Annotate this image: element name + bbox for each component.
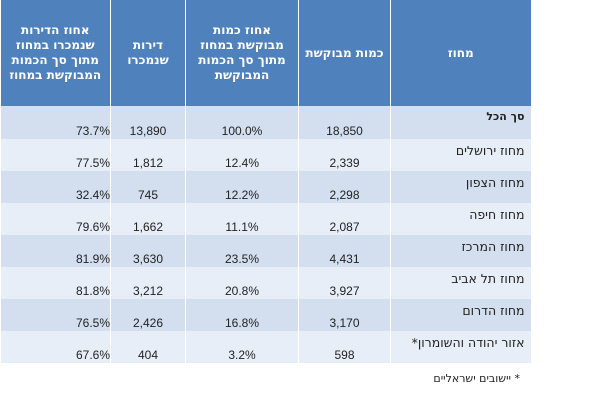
row-sold-pct: 81.8%: [0, 267, 111, 299]
row-sold-pct: 76.5%: [0, 299, 111, 331]
row-requested-pct: 23.5%: [185, 235, 299, 267]
row-sold-pct: 32.4%: [0, 171, 111, 203]
row-sold: 3,212: [110, 267, 186, 299]
row-region: סך הכל: [390, 106, 531, 139]
row-sold: 3,630: [110, 235, 186, 267]
row-sold: 745: [110, 171, 186, 203]
table-row: מחוז המרכז 4,431 23.5% 3,630 81.9%: [0, 235, 531, 267]
row-requested-pct: 12.2%: [185, 171, 299, 203]
header-requested-pct: אחוז כמות מבוקשת במחוז מתוך סך הכמות המב…: [185, 0, 299, 106]
row-region: מחוז הדרום: [390, 299, 531, 331]
row-requested-pct: 11.1%: [185, 203, 299, 235]
header-sold: דירות שנמכרו: [110, 0, 186, 106]
row-region: אזור יהודה והשומרון*: [390, 331, 531, 363]
row-sold-pct: 77.5%: [0, 139, 111, 171]
row-requested: 2,298: [298, 171, 391, 203]
row-requested-pct: 100.0%: [185, 106, 299, 139]
table-row: מחוז הצפון 2,298 12.2% 745 32.4%: [0, 171, 531, 203]
row-requested: 4,431: [298, 235, 391, 267]
row-requested-pct: 12.4%: [185, 139, 299, 171]
table-row-total: סך הכל 18,850 100.0% 13,890 73.7%: [0, 106, 531, 139]
row-sold: 1,662: [110, 203, 186, 235]
row-requested: 2,087: [298, 203, 391, 235]
table-row: מחוז תל אביב 3,927 20.8% 3,212 81.8%: [0, 267, 531, 299]
row-region: מחוז חיפה: [390, 203, 531, 235]
table-header-row: מחוז כמות מבוקשת אחוז כמות מבוקשת במחוז …: [0, 0, 531, 106]
row-requested: 598: [298, 331, 391, 363]
row-region: מחוז המרכז: [390, 235, 531, 267]
row-sold: 13,890: [110, 106, 186, 139]
row-sold-pct: 79.6%: [0, 203, 111, 235]
row-requested-pct: 20.8%: [185, 267, 299, 299]
row-requested: 3,927: [298, 267, 391, 299]
table-row: מחוז חיפה 2,087 11.1% 1,662 79.6%: [0, 203, 531, 235]
row-requested: 18,850: [298, 106, 391, 139]
row-sold-pct: 67.6%: [0, 331, 111, 363]
row-requested: 3,170: [298, 299, 391, 331]
row-sold: 2,426: [110, 299, 186, 331]
row-sold: 1,812: [110, 139, 186, 171]
header-sold-pct: אחוז הדירות שנמכרו במחוז מתוך סך הכמות ה…: [0, 0, 111, 106]
table-row: מחוז ירושלים 2,339 12.4% 1,812 77.5%: [0, 139, 531, 171]
table-row: מחוז הדרום 3,170 16.8% 2,426 76.5%: [0, 299, 531, 331]
row-region: מחוז הצפון: [390, 171, 531, 203]
row-region: מחוז ירושלים: [390, 139, 531, 171]
apartments-by-district-table: מחוז כמות מבוקשת אחוז כמות מבוקשת במחוז …: [0, 0, 531, 363]
table-row: אזור יהודה והשומרון* 598 3.2% 404 67.6%: [0, 331, 531, 363]
header-requested: כמות מבוקשת: [298, 0, 391, 106]
row-requested-pct: 3.2%: [185, 331, 299, 363]
row-requested-pct: 16.8%: [185, 299, 299, 331]
row-sold: 404: [110, 331, 186, 363]
row-sold-pct: 81.9%: [0, 235, 111, 267]
row-sold-pct: 73.7%: [0, 106, 111, 139]
row-region: מחוז תל אביב: [390, 267, 531, 299]
table-footnote: * יישובים ישראליים: [433, 372, 520, 385]
header-district: מחוז: [390, 0, 531, 106]
row-requested: 2,339: [298, 139, 391, 171]
